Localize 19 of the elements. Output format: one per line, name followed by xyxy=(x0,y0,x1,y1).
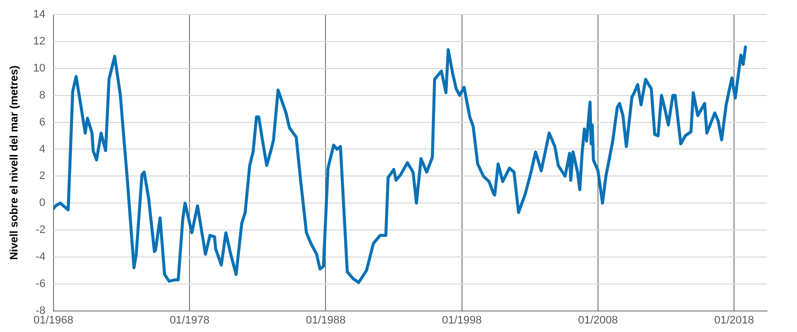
y-tick-label: 8 xyxy=(39,89,46,102)
y-axis-title: Nivell sobre el nivell del mar (metres) xyxy=(8,65,21,260)
y-tick-label: -6 xyxy=(36,278,46,290)
y-tick-label: -8 xyxy=(36,304,46,317)
x-tick-label: 01/1968 xyxy=(34,314,74,326)
x-tick-label: 01/2018 xyxy=(714,314,754,326)
y-tick-label: 4 xyxy=(39,143,46,156)
x-tick-label: 01/1998 xyxy=(442,314,482,326)
y-tick-label: 6 xyxy=(39,116,46,128)
x-tick-label: 01/1978 xyxy=(170,314,210,326)
x-tick-label: 01/1988 xyxy=(306,314,346,326)
x-tick-label: 01/2008 xyxy=(578,314,618,326)
y-tick-label: 2 xyxy=(39,170,46,182)
y-tick-label: -2 xyxy=(36,224,46,236)
y-tick-label: 12 xyxy=(33,36,46,48)
y-tick-label: 14 xyxy=(33,8,46,21)
y-tick-label: 0 xyxy=(39,197,46,210)
y-tick-label: -4 xyxy=(36,250,46,263)
y-tick-label: 10 xyxy=(33,62,46,74)
